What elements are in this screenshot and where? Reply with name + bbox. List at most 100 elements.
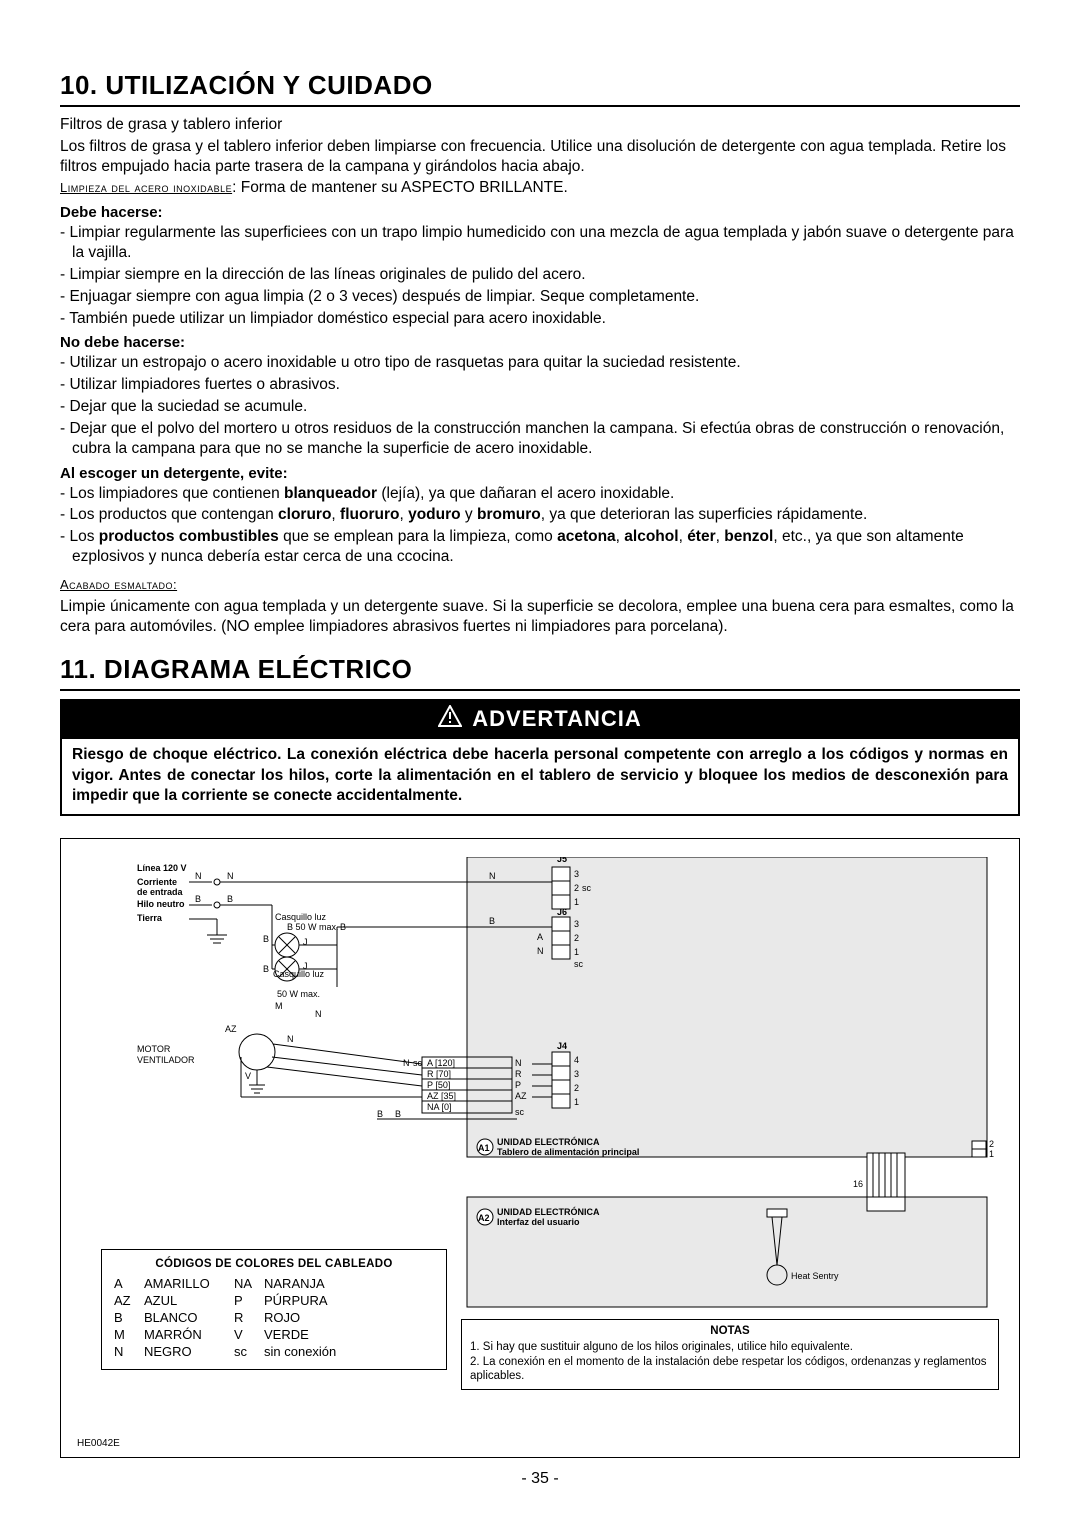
cc-cell: NARANJA [264,1276,384,1291]
svg-text:1: 1 [574,1097,579,1107]
svg-text:16: 16 [853,1179,863,1189]
cc-cell: VERDE [264,1327,384,1342]
cc-cell: sin conexión [264,1344,384,1359]
svg-text:2: 2 [989,1139,994,1149]
filters-text: Los filtros de grasa y el tablero inferi… [60,137,1020,177]
do-list: Limpiar regularmente las superficiees co… [60,223,1020,328]
svg-text:de entrada: de entrada [137,887,184,897]
warning-icon [438,705,462,733]
stainless-line: Limpieza del acero inoxidable: Forma de … [60,178,1020,198]
document-page: 10. UTILIZACIÓN Y CUIDADO Filtros de gra… [0,0,1080,1528]
svg-text:UNIDAD ELECTRÓNICA: UNIDAD ELECTRÓNICA [497,1206,600,1217]
notes-item: 2. La conexión en el momento de la insta… [470,1355,990,1384]
list-item: Limpiar regularmente las superficiees co… [60,223,1020,263]
svg-text:50 W max.: 50 W max. [277,989,320,999]
cc-cell: PÚRPURA [264,1293,384,1308]
svg-text:B 50 W max.: B 50 W max. [287,922,339,932]
color-codes-grid: A AMARILLO NA NARANJA AZ AZUL P PÚRPURA … [114,1276,434,1359]
svg-text:MOTOR: MOTOR [137,1044,171,1054]
svg-text:Tablero de alimentación princi: Tablero de alimentación principal [497,1147,639,1157]
list-item: Los productos que contengan cloruro, flu… [60,505,1020,525]
section11-title: 11. DIAGRAMA ELÉCTRICO [60,654,1020,685]
svg-text:A [120]: A [120] [427,1058,455,1068]
svg-text:1: 1 [989,1149,994,1159]
svg-text:V: V [245,1071,251,1081]
doc-id: HE0042E [77,1438,120,1449]
svg-text:sc: sc [582,883,592,893]
svg-text:B: B [195,894,201,904]
svg-text:Hilo neutro: Hilo neutro [137,899,185,909]
svg-text:N: N [287,1034,294,1044]
section11-rule [60,689,1020,691]
cc-cell: N [114,1344,144,1359]
svg-text:N: N [489,871,496,881]
list-item: También puede utilizar un limpiador domé… [60,309,1020,329]
enamel-text: Limpie únicamente con agua templada y un… [60,597,1020,637]
svg-text:N: N [227,871,234,881]
svg-text:2: 2 [574,883,579,893]
list-item: Dejar que la suciedad se acumule. [60,397,1020,417]
svg-text:Corriente: Corriente [137,877,177,887]
warning-title: ADVERTANCIA [472,706,641,732]
list-item: Los limpiadores que contienen blanqueado… [60,484,1020,504]
cc-cell: NA [234,1276,264,1291]
cc-cell: MARRÓN [144,1327,234,1342]
svg-text:Línea 120 V: Línea 120 V [137,863,187,873]
svg-text:J6: J6 [557,907,567,917]
warning-text: Riesgo de choque eléctrico. La conexión … [60,739,1020,815]
svg-text:3: 3 [574,919,579,929]
svg-text:N: N [515,1058,522,1068]
svg-text:J5: J5 [557,857,567,864]
svg-text:AZ: AZ [515,1091,527,1101]
svg-text:R [70]: R [70] [427,1069,451,1079]
list-item: Utilizar limpiadores fuertes o abrasivos… [60,375,1020,395]
stainless-text: : Forma de mantener su ASPECTO BRILLANTE… [232,179,568,196]
svg-text:sc: sc [515,1107,525,1117]
svg-text:P [50]: P [50] [427,1080,450,1090]
svg-text:B: B [395,1109,401,1119]
notes-box: NOTAS 1. Si hay que sustituir alguno de … [461,1319,999,1391]
avoid-list: Los limpiadores que contienen blanqueado… [60,484,1020,567]
svg-text:AZ: AZ [225,1024,237,1034]
filters-heading: Filtros de grasa y tablero inferior [60,115,1020,135]
svg-text:A1: A1 [478,1143,490,1153]
list-item: Enjuagar siempre con agua limpia (2 o 3 … [60,287,1020,307]
wiring-diagram: Línea 120 V Corriente de entrada Hilo ne… [60,838,1020,1458]
color-codes-title: CÓDIGOS DE COLORES DEL CABLEADO [114,1258,434,1270]
svg-text:B: B [263,964,269,974]
svg-text:VENTILADOR: VENTILADOR [137,1055,195,1065]
cc-cell: AZ [114,1293,144,1308]
svg-text:sc: sc [574,959,584,969]
svg-text:Heat Sentry: Heat Sentry [791,1271,839,1281]
cc-cell: V [234,1327,264,1342]
cc-cell: P [234,1293,264,1308]
notes-item: 1. Si hay que sustituir alguno de los hi… [470,1340,990,1354]
warning-band: ADVERTANCIA [60,699,1020,739]
svg-text:1: 1 [574,947,579,957]
cc-cell: sc [234,1344,264,1359]
color-codes-box: CÓDIGOS DE COLORES DEL CABLEADO A AMARIL… [101,1249,447,1370]
svg-text:2: 2 [574,933,579,943]
svg-text:N: N [315,1009,322,1019]
svg-text:3: 3 [574,1069,579,1079]
svg-text:N: N [195,871,202,881]
svg-text:1: 1 [574,897,579,907]
cc-cell: B [114,1310,144,1325]
list-item: Los productos combustibles que se emplea… [60,527,1020,567]
section10-rule [60,105,1020,107]
dont-label: No debe hacerse: [60,334,1020,351]
list-item: Dejar que el polvo del mortero u otros r… [60,419,1020,459]
svg-text:A: A [537,932,543,942]
cc-cell: R [234,1310,264,1325]
svg-text:AZ [35]: AZ [35] [427,1091,456,1101]
svg-text:R: R [515,1069,522,1079]
svg-text:M: M [275,1001,283,1011]
dont-list: Utilizar un estropajo o acero inoxidable… [60,353,1020,458]
svg-text:P: P [515,1080,521,1090]
svg-text:UNIDAD ELECTRÓNICA: UNIDAD ELECTRÓNICA [497,1136,600,1147]
svg-text:Tierra: Tierra [137,913,163,923]
svg-text:B: B [489,916,495,926]
cc-cell: AMARILLO [144,1276,234,1291]
svg-text:A2: A2 [478,1213,490,1223]
enamel-label-line: Acabado esmaltado: [60,575,1020,595]
